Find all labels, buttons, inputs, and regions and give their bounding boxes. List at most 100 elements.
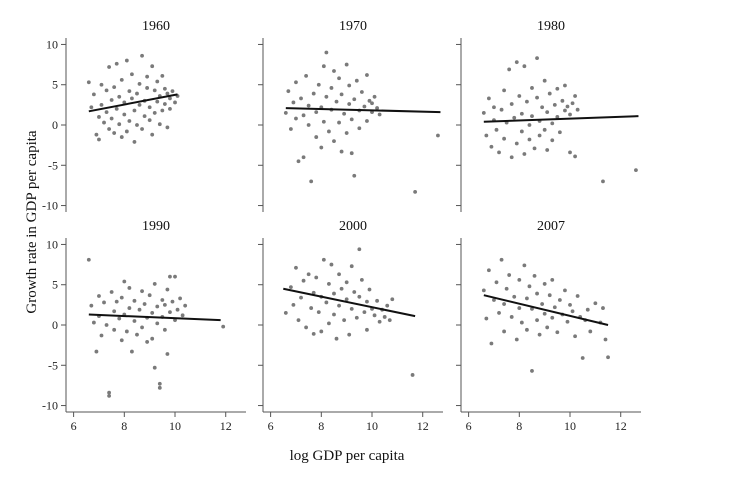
- data-point: [377, 319, 382, 324]
- data-point: [344, 280, 349, 285]
- data-point: [147, 105, 152, 110]
- panel-1980: 1980: [456, 19, 639, 212]
- data-point: [94, 132, 99, 137]
- fit-line: [285, 107, 441, 114]
- data-point: [119, 77, 124, 82]
- data-point: [565, 319, 570, 324]
- x-tick-label: 6: [71, 419, 77, 433]
- data-point: [86, 257, 91, 262]
- data-point: [486, 96, 491, 101]
- data-point: [130, 96, 134, 101]
- data-point: [502, 136, 506, 141]
- data-point: [514, 60, 519, 65]
- data-point: [102, 120, 106, 125]
- data-point: [135, 91, 139, 96]
- data-point: [155, 79, 160, 84]
- data-point: [570, 309, 575, 314]
- data-point: [306, 123, 311, 127]
- data-point: [165, 91, 170, 96]
- data-point: [140, 53, 144, 58]
- data-point: [327, 129, 331, 134]
- data-point: [324, 300, 329, 305]
- data-point: [410, 373, 415, 377]
- data-point: [304, 73, 308, 78]
- data-point: [357, 247, 362, 252]
- data-point: [575, 294, 580, 298]
- data-point: [339, 149, 344, 154]
- data-point: [294, 80, 298, 85]
- data-point: [142, 114, 147, 119]
- data-point: [542, 78, 547, 83]
- data-point: [359, 277, 364, 282]
- data-point: [173, 274, 177, 279]
- data-point: [178, 296, 182, 301]
- data-point: [527, 123, 532, 127]
- data-point: [168, 96, 172, 101]
- data-point: [365, 119, 369, 123]
- data-point: [155, 99, 160, 104]
- data-point: [525, 296, 529, 301]
- y-tick-label: 5: [52, 78, 58, 92]
- data-point: [352, 97, 357, 102]
- data-point: [494, 280, 499, 285]
- data-point: [160, 298, 165, 302]
- data-point: [130, 349, 134, 354]
- data-point: [372, 313, 377, 318]
- data-point: [168, 274, 172, 279]
- data-point: [132, 108, 137, 113]
- data-point: [170, 89, 175, 94]
- data-point: [339, 286, 344, 291]
- data-point: [162, 327, 167, 332]
- data-point: [91, 92, 96, 97]
- data-point: [568, 112, 572, 117]
- data-point: [306, 103, 311, 108]
- data-point: [132, 319, 137, 323]
- data-point: [547, 91, 552, 96]
- panel-title: 1960: [142, 19, 170, 34]
- data-point: [585, 307, 590, 312]
- data-point: [519, 129, 524, 134]
- data-point: [152, 111, 157, 115]
- data-point: [117, 316, 122, 321]
- data-point: [132, 298, 137, 303]
- data-point: [499, 257, 504, 262]
- panels-layer: 1960 10 5 0 -5 -10 1970 1980 1990 10 5 0 -5 -10 6 8 10 12…: [42, 19, 641, 433]
- data-point: [342, 318, 347, 323]
- data-point: [107, 393, 111, 398]
- data-point: [147, 118, 152, 123]
- data-point: [334, 336, 339, 341]
- data-point: [165, 352, 170, 356]
- data-point: [99, 82, 104, 87]
- data-point: [494, 127, 499, 132]
- data-point: [344, 297, 349, 302]
- data-point: [540, 302, 545, 306]
- data-point: [183, 303, 188, 308]
- data-point: [481, 288, 486, 293]
- data-point: [150, 336, 155, 341]
- fit-line: [483, 115, 639, 123]
- data-point: [157, 381, 162, 386]
- data-point: [122, 279, 127, 284]
- data-point: [168, 310, 172, 315]
- data-point: [321, 119, 326, 124]
- x-tick-label: 10: [169, 419, 181, 433]
- data-point: [117, 122, 122, 127]
- data-point: [304, 325, 308, 330]
- data-point: [344, 62, 349, 67]
- data-point: [319, 329, 324, 334]
- data-point: [489, 341, 494, 346]
- data-point: [552, 102, 557, 107]
- data-point: [130, 72, 134, 77]
- panel-title: 1970: [339, 19, 367, 34]
- data-point: [372, 94, 377, 99]
- data-point: [314, 135, 319, 139]
- x-tick-label: 8: [121, 419, 127, 433]
- data-point: [507, 67, 512, 72]
- data-point: [347, 83, 352, 88]
- data-point: [86, 80, 91, 85]
- data-point: [535, 291, 539, 296]
- fit-line: [483, 294, 609, 326]
- y-tick-label: -5: [48, 358, 58, 372]
- data-point: [299, 96, 303, 101]
- data-point: [127, 286, 132, 290]
